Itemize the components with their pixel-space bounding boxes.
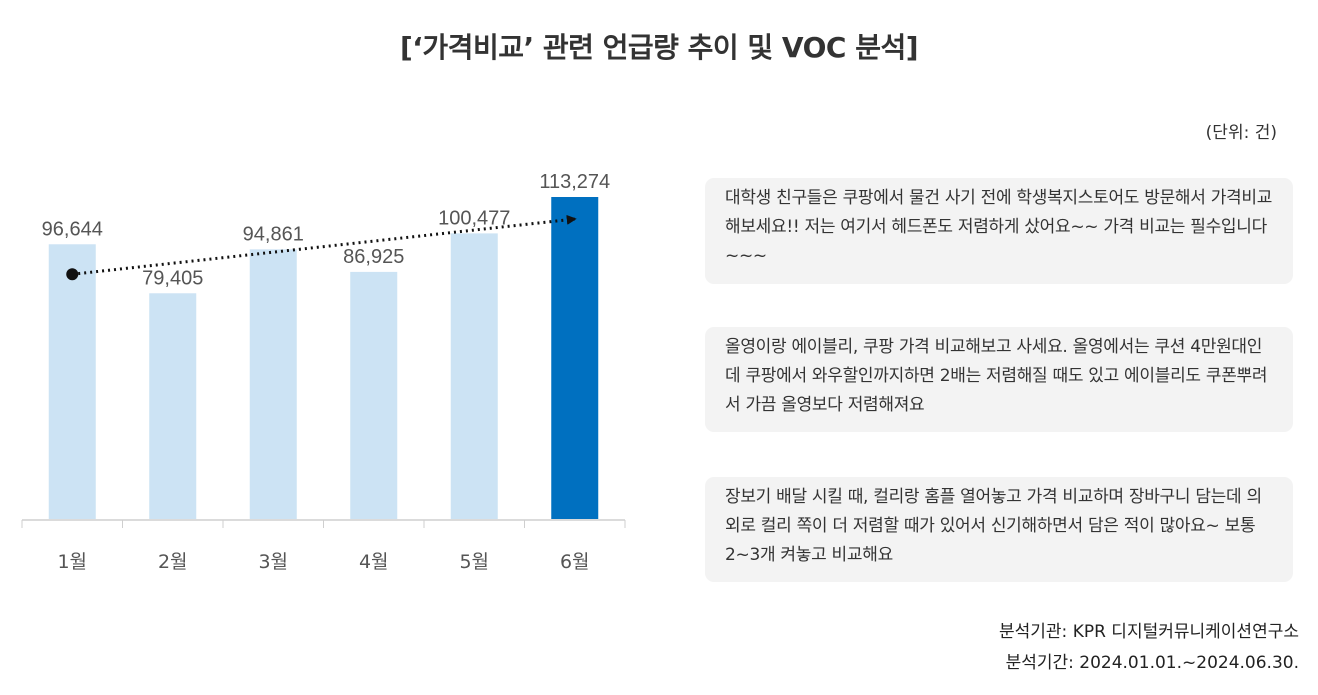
trend-start-dot bbox=[66, 268, 79, 281]
page-title: [‘가격비교’ 관련 언급량 추이 및 VOC 분석] bbox=[399, 31, 919, 64]
bar-4월 bbox=[350, 271, 398, 519]
analysis-org: 분석기관: KPR 디지털커뮤니케이션연구소 bbox=[999, 622, 1299, 642]
data-label: 96,644 bbox=[42, 218, 103, 240]
trend-arrow bbox=[72, 214, 577, 276]
analysis-period: 분석기간: 2024.01.01.~2024.06.30. bbox=[1005, 653, 1299, 673]
data-label: 94,861 bbox=[243, 223, 304, 245]
x-tick-label: 6월 bbox=[560, 551, 590, 573]
x-tick-label: 3월 bbox=[258, 551, 288, 573]
bar-6월 bbox=[551, 197, 599, 519]
x-tick-label: 2월 bbox=[158, 551, 188, 573]
bar-1월 bbox=[48, 244, 96, 520]
data-label: 100,477 bbox=[438, 207, 510, 229]
x-tick-label: 4월 bbox=[359, 551, 389, 573]
unit-label: (단위: 건) bbox=[1205, 123, 1277, 143]
bar-5월 bbox=[450, 233, 498, 520]
bar-3월 bbox=[249, 249, 297, 519]
voc-comment-1: 대학생 친구들은 쿠팡에서 물건 사기 전에 학생복지스토어도 방문해서 가격비… bbox=[705, 178, 1293, 284]
data-label: 113,274 bbox=[539, 171, 610, 193]
bar-2월 bbox=[149, 293, 197, 519]
data-label: 79,405 bbox=[142, 267, 203, 289]
bar-chart: 96,644 1월 79,405 2월 94,861 3월 86,925 4월 100,477 5… bbox=[21, 171, 626, 573]
voc-comment-2: 올영이랑 에이블리, 쿠팡 가격 비교해보고 사세요. 올영에서는 쿠션 4만원… bbox=[705, 327, 1293, 432]
voc-comment-3: 장보기 배달 시킬 때, 컬리랑 홈플 열어놓고 가격 비교하며 장바구니 담는… bbox=[705, 477, 1293, 582]
x-tick-label: 5월 bbox=[459, 551, 489, 573]
data-label: 86,925 bbox=[343, 246, 404, 268]
x-tick-label: 1월 bbox=[57, 551, 87, 573]
